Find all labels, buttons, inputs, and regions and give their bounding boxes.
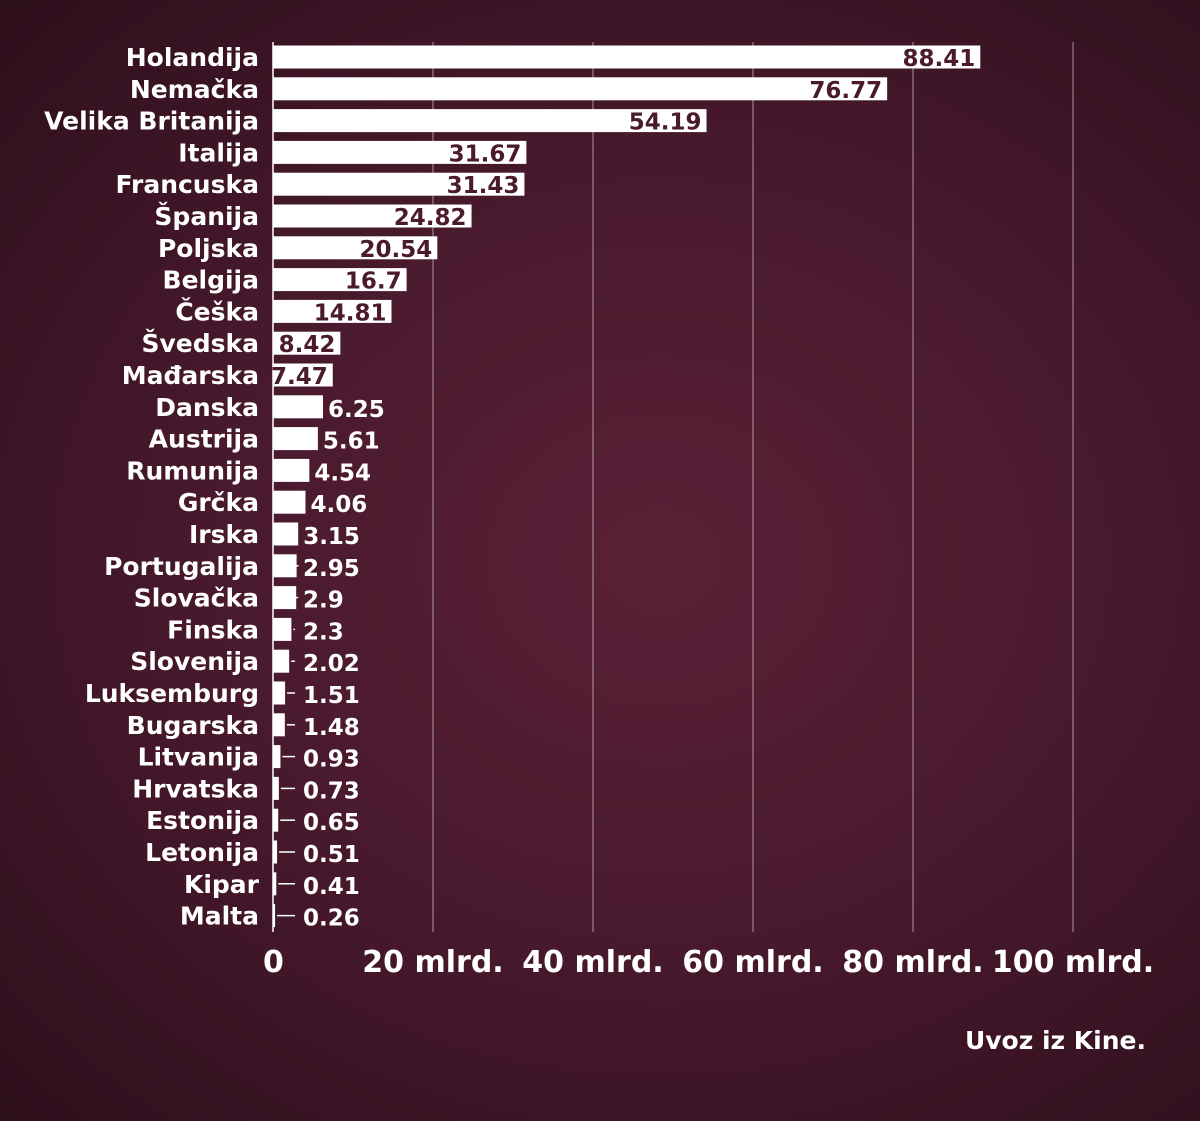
category-label-8: Češka	[175, 296, 259, 326]
category-label-4: Francuska	[116, 170, 259, 199]
value-label-25: 0.51	[303, 842, 360, 868]
bar-22	[273, 745, 281, 769]
bars	[273, 45, 981, 928]
category-label-16: Portugalija	[104, 552, 259, 581]
category-label-17: Slovačka	[134, 584, 259, 613]
value-label-0: 88.41	[903, 46, 976, 72]
value-label-5: 24.82	[394, 205, 467, 231]
category-label-15: Irska	[189, 520, 259, 549]
bar-8	[273, 299, 392, 323]
category-label-6: Poljska	[158, 234, 259, 263]
value-label-15: 3.15	[303, 524, 360, 550]
category-label-13: Rumunija	[126, 456, 259, 485]
category-label-10: Mađarska	[122, 361, 259, 390]
value-label-19: 2.02	[303, 651, 360, 677]
category-label-5: Španija	[154, 201, 259, 231]
value-label-16: 2.95	[303, 556, 360, 582]
x-tick-label-60: 60 mlrd.	[682, 945, 823, 980]
value-label-23: 0.73	[303, 778, 360, 804]
bar-13	[273, 458, 310, 482]
bar-12	[273, 427, 318, 451]
bar-10	[273, 363, 333, 387]
x-tick-label-40: 40 mlrd.	[522, 945, 663, 980]
category-label-9: Švedska	[141, 328, 259, 358]
value-label-18: 2.3	[303, 619, 344, 645]
category-label-24: Estonija	[146, 806, 259, 835]
category-label-26: Kipar	[184, 870, 260, 899]
bar-2	[273, 109, 707, 133]
bar-14	[273, 490, 306, 514]
bar-17	[273, 586, 297, 610]
category-label-0: Holandija	[126, 43, 259, 72]
x-tick-label-0: 0	[263, 945, 284, 980]
x-tick-label-100: 100 mlrd.	[992, 945, 1154, 980]
value-label-22: 0.93	[303, 747, 360, 773]
x-axis-ticks: 0 20 mlrd. 40 mlrd. 60 mlrd. 80 mlrd. 100 mlr…	[263, 945, 1154, 980]
value-label-21: 1.48	[303, 715, 360, 741]
value-label-1: 76.77	[809, 78, 882, 104]
value-label-14: 4.06	[310, 492, 367, 518]
value-label-20: 1.51	[303, 683, 360, 709]
category-label-2: Velika Britanija	[44, 107, 259, 136]
value-label-12: 5.61	[323, 429, 380, 455]
bar-23	[273, 776, 279, 800]
category-label-7: Belgija	[163, 266, 259, 295]
value-label-27: 0.26	[303, 906, 360, 932]
bar-16	[273, 554, 297, 578]
value-labels: 88.41 76.77 54.19 31.67 31.43 24.82 20.54 16.7 1…	[271, 46, 975, 932]
bar-15	[273, 522, 299, 546]
value-label-7: 16.7	[345, 269, 402, 295]
category-label-12: Austrija	[149, 425, 259, 454]
bar-1	[273, 77, 888, 101]
bar-5	[273, 204, 472, 228]
category-label-3: Italija	[178, 138, 259, 167]
chart-caption: Uvoz iz Kine.	[964, 1026, 1146, 1055]
category-label-1: Nemačka	[130, 75, 259, 104]
category-label-22: Litvanija	[138, 743, 259, 772]
bar-18	[273, 617, 292, 641]
x-tick-label-20: 20 mlrd.	[362, 945, 503, 980]
value-label-8: 14.81	[314, 300, 387, 326]
category-label-21: Bugarska	[127, 711, 259, 740]
category-label-11: Danska	[155, 393, 259, 422]
bar-26	[273, 872, 277, 896]
category-label-23: Hrvatska	[132, 774, 259, 803]
category-label-27: Malta	[180, 902, 259, 931]
value-label-11: 6.25	[328, 397, 385, 423]
category-label-20: Luksemburg	[85, 679, 259, 708]
value-label-9: 8.42	[279, 332, 336, 358]
bar-24	[273, 808, 279, 832]
category-label-14: Grčka	[178, 488, 259, 517]
category-label-25: Letonija	[145, 838, 259, 867]
value-label-2: 54.19	[629, 110, 702, 136]
value-label-26: 0.41	[303, 874, 360, 900]
bar-27	[273, 904, 276, 928]
bar-20	[273, 681, 286, 705]
category-label-18: Finska	[167, 615, 259, 644]
x-tick-label-80: 80 mlrd.	[842, 945, 983, 980]
value-label-24: 0.65	[303, 810, 360, 836]
value-label-13: 4.54	[314, 460, 371, 486]
bar-25	[273, 840, 278, 864]
bar-9	[273, 331, 341, 355]
value-label-17: 2.9	[303, 588, 344, 614]
value-label-3: 31.67	[449, 141, 522, 167]
bar-4	[273, 172, 525, 196]
category-label-19: Slovenija	[130, 647, 259, 676]
bar-3	[273, 140, 527, 164]
value-label-6: 20.54	[360, 237, 433, 263]
bar-11	[273, 395, 323, 419]
bar-19	[273, 649, 290, 673]
bar-7	[273, 268, 407, 292]
bar-6	[273, 236, 438, 260]
bar-21	[273, 713, 285, 737]
bar-0	[273, 45, 981, 69]
value-label-4: 31.43	[447, 173, 520, 199]
value-label-10: 7.47	[271, 364, 328, 390]
